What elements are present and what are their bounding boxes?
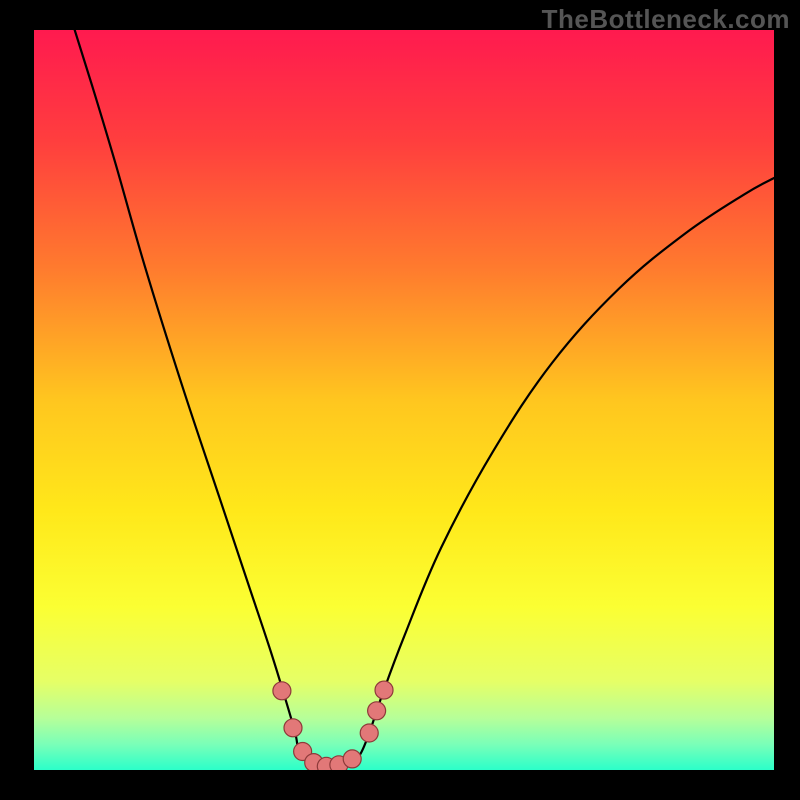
- plot-area: [34, 30, 774, 770]
- bottleneck-curve: [75, 30, 774, 767]
- data-marker: [368, 702, 386, 720]
- data-marker: [284, 719, 302, 737]
- data-marker: [360, 724, 378, 742]
- curve-layer: [34, 30, 774, 770]
- data-marker: [273, 682, 291, 700]
- data-marker: [375, 681, 393, 699]
- data-marker: [343, 750, 361, 768]
- figure-root: { "canvas": { "width": 800, "height": 80…: [0, 0, 800, 800]
- watermark-text: TheBottleneck.com: [542, 4, 790, 35]
